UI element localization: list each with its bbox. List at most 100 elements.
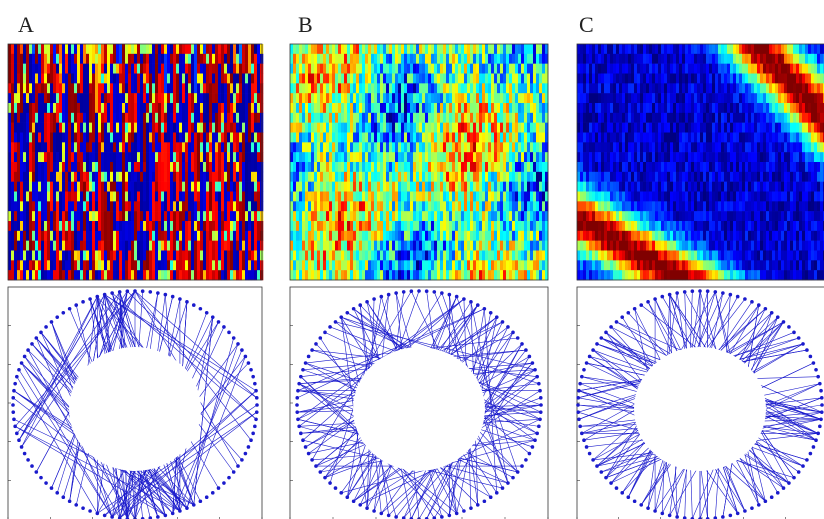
heatmap-cell bbox=[347, 211, 350, 221]
heatmap-cell bbox=[311, 251, 314, 261]
heatmap-cell bbox=[146, 54, 149, 64]
heatmap-cell bbox=[589, 113, 592, 123]
heatmap-cell bbox=[583, 231, 586, 241]
heatmap-cell bbox=[356, 74, 359, 84]
heatmap-cell bbox=[74, 93, 77, 103]
heatmap-cell bbox=[308, 74, 311, 84]
heatmap-cell bbox=[428, 270, 431, 280]
heatmap-cell bbox=[242, 221, 245, 231]
heatmap-cell bbox=[509, 231, 512, 241]
heatmap-cell bbox=[212, 182, 215, 192]
heatmap-cell bbox=[682, 74, 685, 84]
heatmap-cell bbox=[536, 162, 539, 172]
heatmap-cell bbox=[77, 103, 80, 113]
heatmap-cell bbox=[580, 103, 583, 113]
heatmap-cell bbox=[631, 64, 634, 74]
heatmap-cell bbox=[395, 172, 398, 182]
heatmap-cell bbox=[14, 221, 17, 231]
heatmap-cell bbox=[227, 192, 230, 202]
heatmap-cell bbox=[380, 251, 383, 261]
heatmap-cell bbox=[83, 172, 86, 182]
heatmap-cell bbox=[464, 64, 467, 74]
heatmap-cell bbox=[41, 142, 44, 152]
heatmap-cell bbox=[679, 54, 682, 64]
heatmap-cell bbox=[23, 142, 26, 152]
heatmap-cell bbox=[110, 270, 113, 280]
heatmap-cell bbox=[473, 113, 476, 123]
heatmap-cell bbox=[365, 241, 368, 251]
heatmap-cell bbox=[667, 64, 670, 74]
heatmap-cell bbox=[119, 54, 122, 64]
heatmap-cell bbox=[188, 260, 191, 270]
heatmap-cell bbox=[245, 133, 248, 143]
heatmap-cell bbox=[140, 142, 143, 152]
heatmap-cell bbox=[167, 133, 170, 143]
heatmap-cell bbox=[658, 113, 661, 123]
heatmap-cell bbox=[317, 192, 320, 202]
heatmap-cell bbox=[149, 142, 152, 152]
heatmap-cell bbox=[622, 133, 625, 143]
heatmap-cell bbox=[68, 103, 71, 113]
heatmap-cell bbox=[179, 162, 182, 172]
heatmap-cell bbox=[622, 182, 625, 192]
heatmap-cell bbox=[676, 211, 679, 221]
heatmap-cell bbox=[293, 182, 296, 192]
heatmap-cell bbox=[53, 231, 56, 241]
heatmap-cell bbox=[583, 103, 586, 113]
heatmap-cell bbox=[479, 64, 482, 74]
heatmap-cell bbox=[580, 172, 583, 182]
heatmap-cell bbox=[395, 83, 398, 93]
heatmap-cell bbox=[173, 103, 176, 113]
heatmap-cell bbox=[314, 192, 317, 202]
heatmap-cell bbox=[577, 241, 580, 251]
heatmap-cell bbox=[407, 123, 410, 133]
heatmap-cell bbox=[155, 44, 158, 54]
heatmap-cell bbox=[521, 270, 524, 280]
heatmap-cell bbox=[14, 103, 17, 113]
heatmap-cell bbox=[455, 251, 458, 261]
heatmap-cell bbox=[649, 270, 652, 280]
heatmap-cell bbox=[404, 44, 407, 54]
heatmap-cell bbox=[200, 54, 203, 64]
heatmap-cell bbox=[377, 54, 380, 64]
heatmap-cell bbox=[353, 211, 356, 221]
heatmap-cell bbox=[613, 201, 616, 211]
heatmap-cell bbox=[47, 113, 50, 123]
heatmap-cell bbox=[14, 211, 17, 221]
heatmap-cell bbox=[443, 260, 446, 270]
heatmap-cell bbox=[146, 152, 149, 162]
heatmap-cell bbox=[428, 231, 431, 241]
heatmap-cell bbox=[296, 64, 299, 74]
heatmap-cell bbox=[497, 44, 500, 54]
heatmap-cell bbox=[182, 103, 185, 113]
heatmap-cell bbox=[664, 172, 667, 182]
heatmap-cell bbox=[230, 74, 233, 84]
heatmap-cell bbox=[488, 83, 491, 93]
heatmap-cell bbox=[233, 93, 236, 103]
heatmap-cell bbox=[146, 201, 149, 211]
heatmap-cell bbox=[125, 83, 128, 93]
heatmap-cell bbox=[446, 211, 449, 221]
heatmap-cell bbox=[323, 123, 326, 133]
heatmap-cell bbox=[206, 172, 209, 182]
heatmap-cell bbox=[473, 152, 476, 162]
heatmap-cell bbox=[209, 251, 212, 261]
heatmap-cell bbox=[212, 251, 215, 261]
heatmap-cell bbox=[661, 162, 664, 172]
heatmap-cell bbox=[152, 54, 155, 64]
heatmap-cell bbox=[179, 241, 182, 251]
heatmap-cell bbox=[113, 152, 116, 162]
heatmap-cell bbox=[59, 221, 62, 231]
heatmap-cell bbox=[122, 221, 125, 231]
heatmap-cell bbox=[673, 192, 676, 202]
heatmap-cell bbox=[464, 172, 467, 182]
heatmap-cell bbox=[607, 142, 610, 152]
heatmap-cell bbox=[221, 270, 224, 280]
heatmap-cell bbox=[98, 260, 101, 270]
heatmap-cell bbox=[8, 133, 11, 143]
heatmap-cell bbox=[71, 113, 74, 123]
heatmap-cell bbox=[646, 123, 649, 133]
heatmap-cell bbox=[110, 211, 113, 221]
heatmap-cell bbox=[293, 93, 296, 103]
heatmap-cell bbox=[134, 113, 137, 123]
